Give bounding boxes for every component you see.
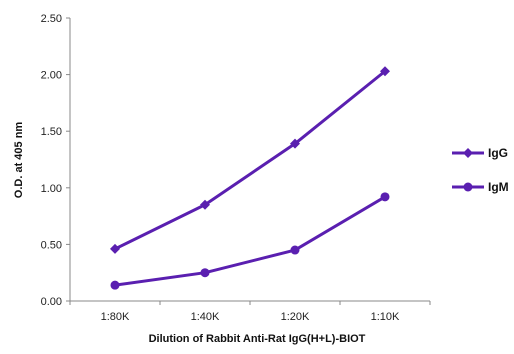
legend-item-igm: IgM xyxy=(452,180,509,194)
x-tick-label: 1:40K xyxy=(191,311,220,323)
x-tick-label: 1:10K xyxy=(371,311,400,323)
series-igg xyxy=(110,66,390,254)
series-igm-point xyxy=(290,245,300,255)
series-igg-point xyxy=(110,243,120,254)
legend-label-igm: IgM xyxy=(488,180,509,194)
y-tick-label: 1.00 xyxy=(41,183,62,195)
y-tick-label: 0.50 xyxy=(41,239,62,251)
y-tick-label: 2.50 xyxy=(41,13,62,25)
series-igg-line xyxy=(114,70,386,251)
x-axis-ticks: 1:80K 1:40K 1:20K 1:10K xyxy=(69,301,431,323)
legend-swatch-marker xyxy=(463,148,473,158)
y-axis-title: O.D. at 405 nm xyxy=(13,122,25,199)
series-igg-point xyxy=(200,199,210,210)
series-igm-point xyxy=(110,280,120,290)
series-igg-point xyxy=(380,66,390,77)
legend-item-igg: IgG xyxy=(452,146,508,160)
y-tick-label: 2.00 xyxy=(41,70,62,82)
series-igm-line xyxy=(114,195,386,287)
series-igm xyxy=(110,192,390,290)
legend: IgG IgM xyxy=(452,146,509,194)
x-axis-title: Dilution of Rabbit Anti-Rat IgG(H+L)-BIO… xyxy=(149,333,366,345)
y-tick-label: 0.00 xyxy=(41,296,62,308)
series-igm-point xyxy=(200,268,210,278)
legend-swatch-marker xyxy=(463,182,473,192)
legend-label-igg: IgG xyxy=(488,146,508,160)
x-tick-label: 1:20K xyxy=(281,311,310,323)
x-tick-label: 1:80K xyxy=(101,311,130,323)
series-layer xyxy=(110,66,390,290)
y-axis-ticks: 0.00 0.50 1.00 1.50 2.00 2.50 xyxy=(41,13,70,308)
series-igg-point xyxy=(290,138,300,149)
y-tick-label: 1.50 xyxy=(41,126,62,138)
series-igm-point xyxy=(380,192,390,202)
